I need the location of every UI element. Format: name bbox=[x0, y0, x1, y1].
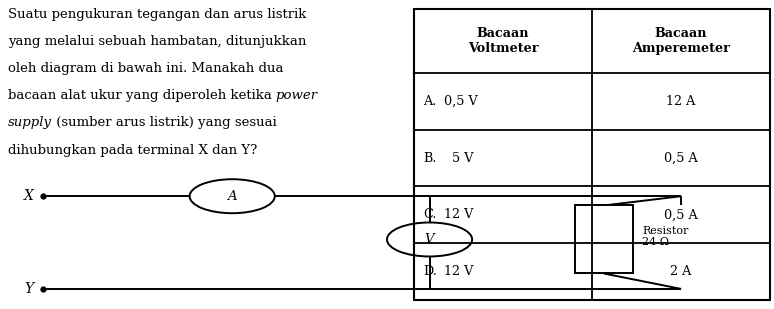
Text: A: A bbox=[228, 190, 237, 203]
Text: C.: C. bbox=[423, 208, 437, 221]
Text: 12 V: 12 V bbox=[444, 265, 473, 278]
Text: 2 A: 2 A bbox=[670, 265, 692, 278]
Text: X: X bbox=[23, 189, 33, 203]
Text: 5 V: 5 V bbox=[444, 152, 473, 165]
Circle shape bbox=[387, 222, 472, 256]
Bar bbox=[574, 205, 633, 273]
Text: A.: A. bbox=[423, 95, 437, 108]
Text: yang melalui sebuah hambatan, ditunjukkan: yang melalui sebuah hambatan, ditunjukka… bbox=[8, 35, 306, 48]
Text: power: power bbox=[276, 89, 318, 102]
Text: Bacaan
Voltmeter: Bacaan Voltmeter bbox=[467, 27, 539, 55]
Text: bacaan alat ukur yang diperoleh ketika: bacaan alat ukur yang diperoleh ketika bbox=[8, 89, 276, 102]
Text: D.: D. bbox=[423, 265, 437, 278]
Circle shape bbox=[190, 179, 275, 213]
Text: Bacaan
Amperemeter: Bacaan Amperemeter bbox=[632, 27, 730, 55]
Text: 12 V: 12 V bbox=[444, 208, 473, 221]
Text: Suatu pengukuran tegangan dan arus listrik: Suatu pengukuran tegangan dan arus listr… bbox=[8, 8, 306, 21]
Bar bbox=[414, 9, 770, 300]
Text: 12 A: 12 A bbox=[666, 95, 696, 108]
Text: Resistor
24 Ω: Resistor 24 Ω bbox=[642, 226, 689, 247]
Text: V: V bbox=[425, 233, 434, 246]
Text: 0,5 A: 0,5 A bbox=[664, 208, 698, 221]
Text: 0,5 V: 0,5 V bbox=[444, 95, 478, 108]
Text: Y: Y bbox=[24, 282, 33, 296]
Text: (sumber arus listrik) yang sesuai: (sumber arus listrik) yang sesuai bbox=[52, 116, 276, 129]
Text: 0,5 A: 0,5 A bbox=[664, 152, 698, 165]
Text: B.: B. bbox=[423, 152, 437, 165]
Text: supply: supply bbox=[8, 116, 52, 129]
Text: oleh diagram di bawah ini. Manakah dua: oleh diagram di bawah ini. Manakah dua bbox=[8, 62, 283, 75]
Text: dihubungkan pada terminal X dan Y?: dihubungkan pada terminal X dan Y? bbox=[8, 144, 257, 157]
